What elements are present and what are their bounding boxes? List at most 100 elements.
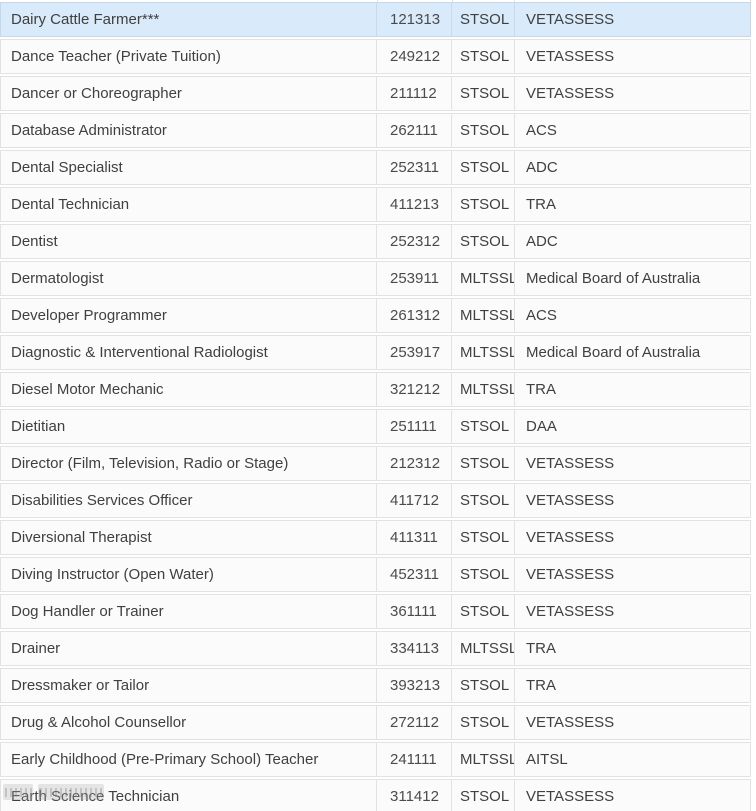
table-row: Diagnostic & Interventional Radiologist … <box>0 335 751 370</box>
occupation-cell: Diving Instructor (Open Water) <box>1 558 377 591</box>
assessing-authority-cell: VETASSESS <box>526 529 615 546</box>
list-type-cell: STSOL <box>452 706 515 739</box>
list-type-cell: STSOL <box>452 188 515 221</box>
assessing-authority-cell: VETASSESS <box>526 603 615 620</box>
anzsco-code-cell: 311412 <box>377 780 452 811</box>
list-type-cell: STSOL <box>452 151 515 184</box>
table-row: Dance Teacher (Private Tuition) 249212 S… <box>0 39 751 74</box>
assessing-authority-cell: TRA <box>526 381 556 398</box>
table-row: Dentist 252312 STSOL ADC <box>0 224 751 259</box>
anzsco-code-cell: 361111 <box>377 595 452 628</box>
anzsco-code-cell: 252312 <box>377 225 452 258</box>
occupation-cell: Dance Teacher (Private Tuition) <box>1 40 377 73</box>
assessing-authority-cell: VETASSESS <box>526 48 615 65</box>
occupation-cell: Dressmaker or Tailor <box>1 669 377 702</box>
occupation-cell: Dermatologist <box>1 262 377 295</box>
table-row: Dairy Cattle Farmer*** 121313 STSOL VETA… <box>0 2 751 37</box>
table-row: Dental Technician 411213 STSOL TRA <box>0 187 751 222</box>
assessing-authority-cell: TRA <box>526 196 556 213</box>
list-type-cell: STSOL <box>452 595 515 628</box>
anzsco-code-cell: 411213 <box>377 188 452 221</box>
anzsco-code-cell: 452311 <box>377 558 452 591</box>
anzsco-code-cell: 251111 <box>377 410 452 443</box>
assessing-authority-cell: VETASSESS <box>526 455 615 472</box>
anzsco-code-cell: 249212 <box>377 40 452 73</box>
assessing-authority-cell: VETASSESS <box>526 714 615 731</box>
assessing-authority-cell: VETASSESS <box>526 11 615 28</box>
anzsco-code-cell: 121313 <box>377 3 452 36</box>
occupation-cell: Disabilities Services Officer <box>1 484 377 517</box>
occupation-cell: Database Administrator <box>1 114 377 147</box>
assessing-authority-cell: AITSL <box>526 751 568 768</box>
list-type-cell: MLTSSL <box>452 632 515 665</box>
table-row: Diesel Motor Mechanic 321212 MLTSSL TRA <box>0 372 751 407</box>
anzsco-code-cell: 262111 <box>377 114 452 147</box>
occupation-cell: Dietitian <box>1 410 377 443</box>
list-type-cell: MLTSSL <box>452 336 515 369</box>
assessing-authority-cell: Medical Board of Australia <box>526 344 701 361</box>
anzsco-code-cell: 211112 <box>377 77 452 110</box>
occupation-cell: Diesel Motor Mechanic <box>1 373 377 406</box>
anzsco-code-cell: 212312 <box>377 447 452 480</box>
list-type-cell: STSOL <box>452 521 515 554</box>
table-row: Dressmaker or Tailor 393213 STSOL TRA <box>0 668 751 703</box>
assessing-authority-cell: Medical Board of Australia <box>526 270 701 287</box>
occupation-cell: Dairy Cattle Farmer*** <box>1 3 377 36</box>
occupation-cell: Early Childhood (Pre-Primary School) Tea… <box>1 743 377 776</box>
table-row: Dancer or Choreographer 211112 STSOL VET… <box>0 76 751 111</box>
occupation-cell: Director (Film, Television, Radio or Sta… <box>1 447 377 480</box>
list-type-cell: STSOL <box>452 3 515 36</box>
assessing-authority-cell: TRA <box>526 640 556 657</box>
table-row: Disabilities Services Officer 411712 STS… <box>0 483 751 518</box>
assessing-authority-cell: ACS <box>526 307 557 324</box>
table-row: Developer Programmer 261312 MLTSSL ACS <box>0 298 751 333</box>
assessing-authority-cell: VETASSESS <box>526 566 615 583</box>
occupation-cell: Drainer <box>1 632 377 665</box>
assessing-authority-cell: VETASSESS <box>526 85 615 102</box>
assessing-authority-cell: VETASSESS <box>526 788 615 805</box>
list-type-cell: MLTSSL <box>452 373 515 406</box>
list-type-cell: STSOL <box>452 40 515 73</box>
list-type-cell: MLTSSL <box>452 262 515 295</box>
table-row: Database Administrator 262111 STSOL ACS <box>0 113 751 148</box>
anzsco-code-cell: 411712 <box>377 484 452 517</box>
list-type-cell: STSOL <box>452 114 515 147</box>
occupation-cell: Earth Science Technician <box>1 780 377 811</box>
list-type-cell: STSOL <box>452 558 515 591</box>
anzsco-code-cell: 393213 <box>377 669 452 702</box>
occupation-cell: Dog Handler or Trainer <box>1 595 377 628</box>
column-border-stub <box>452 0 453 2</box>
table-row: Drainer 334113 MLTSSL TRA <box>0 631 751 666</box>
column-border-stub <box>514 0 515 2</box>
occupation-cell: Dancer or Choreographer <box>1 77 377 110</box>
table-row: Earth Science Technician 311412 STSOL VE… <box>0 779 751 811</box>
assessing-authority-cell: VETASSESS <box>526 492 615 509</box>
list-type-cell: STSOL <box>452 225 515 258</box>
table-row: Diving Instructor (Open Water) 452311 ST… <box>0 557 751 592</box>
occupation-cell: Dental Specialist <box>1 151 377 184</box>
list-type-cell: STSOL <box>452 780 515 811</box>
anzsco-code-cell: 261312 <box>377 299 452 332</box>
table-row: Director (Film, Television, Radio or Sta… <box>0 446 751 481</box>
table-row: Dog Handler or Trainer 361111 STSOL VETA… <box>0 594 751 629</box>
table-row: Dermatologist 253911 MLTSSL Medical Boar… <box>0 261 751 296</box>
table-row: Dietitian 251111 STSOL DAA <box>0 409 751 444</box>
anzsco-code-cell: 253917 <box>377 336 452 369</box>
occupation-cell: Diagnostic & Interventional Radiologist <box>1 336 377 369</box>
list-type-cell: STSOL <box>452 410 515 443</box>
list-type-cell: STSOL <box>452 77 515 110</box>
occupation-cell: Developer Programmer <box>1 299 377 332</box>
column-border-stub <box>750 0 751 2</box>
list-type-cell: STSOL <box>452 669 515 702</box>
anzsco-code-cell: 241111 <box>377 743 452 776</box>
occupation-cell: Dentist <box>1 225 377 258</box>
assessing-authority-cell: ACS <box>526 122 557 139</box>
list-type-cell: MLTSSL <box>452 299 515 332</box>
list-type-cell: MLTSSL <box>452 743 515 776</box>
occupation-cell: Diversional Therapist <box>1 521 377 554</box>
anzsco-code-cell: 252311 <box>377 151 452 184</box>
assessing-authority-cell: DAA <box>526 418 557 435</box>
anzsco-code-cell: 321212 <box>377 373 452 406</box>
anzsco-code-cell: 411311 <box>377 521 452 554</box>
